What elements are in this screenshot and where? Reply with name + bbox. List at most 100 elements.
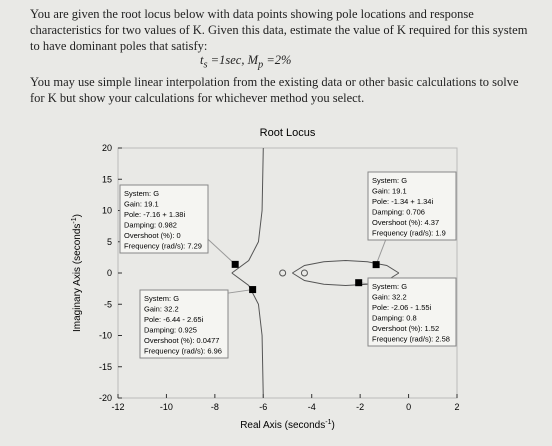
datatip-line: Frequency (rad/s): 6.96: [144, 347, 222, 356]
subscript: s: [203, 59, 208, 71]
datatip-line: Damping: 0.8: [372, 314, 417, 323]
y-tick-label: 0: [107, 268, 112, 278]
datatip-line: System: G: [144, 294, 179, 303]
datatip-label: Pole:: [144, 315, 161, 324]
datatip-value: 0.925: [178, 326, 197, 335]
datatip-label: Frequency (rad/s):: [372, 229, 433, 238]
datatip-line: Pole: -7.16 + 1.38i: [124, 210, 185, 219]
datatip-line: Damping: 0.982: [124, 221, 177, 230]
y-tick-label: -5: [104, 299, 112, 309]
datatip-line: Overshoot (%): 1.52: [372, 324, 439, 333]
datatip-value: 0.706: [406, 208, 425, 217]
x-tick-label: -10: [160, 402, 173, 412]
datatip-label: Overshoot (%):: [372, 218, 422, 227]
datatip-label: Gain:: [124, 200, 142, 209]
datatip-marker: [372, 261, 380, 269]
locus-branch: [292, 259, 400, 274]
symbol: M: [247, 53, 258, 67]
datatip-line: Frequency (rad/s): 1.9: [372, 229, 446, 238]
datatip-value: -7.16 + 1.38i: [143, 210, 185, 219]
datatip-value: 0.8: [406, 314, 416, 323]
datatip-line: Overshoot (%): 0: [124, 231, 181, 240]
label-text: Real Axis (seconds: [240, 420, 325, 431]
datatip-label: Overshoot (%):: [144, 336, 194, 345]
datatip-value: G: [173, 294, 179, 303]
datatip-line: Damping: 0.925: [144, 326, 197, 335]
datatip-value: -2.06 - 1.55i: [391, 303, 431, 312]
datatip-line: Frequency (rad/s): 2.58: [372, 335, 450, 344]
y-tick-label: 20: [102, 143, 112, 153]
datatip-label: Pole:: [124, 210, 141, 219]
spec-item: ts =1sec,: [200, 53, 245, 71]
instruction-text: You may use simple linear interpolation …: [30, 75, 519, 105]
x-tick-label: -12: [111, 402, 124, 412]
datatip-line: System: G: [124, 189, 159, 198]
datatip-value: 0.0477: [197, 336, 220, 345]
datatip-value: -1.34 + 1.34i: [391, 197, 433, 206]
datatip-label: Pole:: [372, 303, 389, 312]
datatip-value: 19.1: [392, 187, 407, 196]
value: =1sec,: [210, 53, 245, 67]
label-sup: -1: [325, 419, 331, 426]
datatip-label: Damping:: [372, 208, 404, 217]
datatip-line: Pole: -6.44 - 2.65i: [144, 315, 204, 324]
x-tick-label: -8: [211, 402, 219, 412]
y-tick-label: 15: [102, 174, 112, 184]
datatip-box: [139, 289, 229, 359]
datatip-line: System: G: [372, 282, 407, 291]
x-tick-label: 0: [406, 402, 411, 412]
datatip-label: System:: [372, 282, 399, 291]
label-sup: -1: [71, 217, 78, 223]
datatip-line: Damping: 0.706: [372, 208, 425, 217]
locus-branch: [231, 272, 264, 399]
datatip-line: Gain: 19.1: [124, 200, 159, 209]
subscript: p: [258, 59, 264, 71]
symbol: t: [200, 53, 204, 67]
locus-branch: [231, 147, 264, 274]
datatip-value: 6.96: [207, 347, 222, 356]
datatip-value: 1.9: [435, 229, 445, 238]
datatip-value: 0: [177, 231, 181, 240]
datatip-label: System:: [144, 294, 171, 303]
datatip-label: System:: [124, 189, 151, 198]
datatip-value: G: [401, 282, 407, 291]
datatip-marker: [249, 286, 257, 294]
datatip-line: Frequency (rad/s): 7.29: [124, 242, 202, 251]
datatip-label: Frequency (rad/s):: [144, 347, 205, 356]
y-tick-label: -10: [99, 331, 112, 341]
datatip-box: [119, 184, 209, 254]
question-text: You are given the root locus below with …: [30, 7, 528, 53]
label-text: Imaginary Axis (seconds: [72, 224, 83, 332]
datatip-value: 7.29: [187, 242, 202, 251]
datatip-value: 4.37: [425, 218, 440, 227]
datatip-line: Gain: 32.2: [144, 305, 179, 314]
chart-title: Root Locus: [260, 127, 316, 139]
datatip-line: Gain: 32.2: [372, 293, 407, 302]
datatip-value: -6.44 - 2.65i: [163, 315, 203, 324]
datatip-box: [367, 277, 457, 347]
datatip-value: 32.2: [392, 293, 407, 302]
y-tick-label: 10: [102, 206, 112, 216]
datatip-label: Pole:: [372, 197, 389, 206]
datatip-label: Frequency (rad/s):: [124, 242, 185, 251]
datatip-line: Pole: -2.06 - 1.55i: [372, 303, 432, 312]
datatip-line: Overshoot (%): 4.37: [372, 218, 439, 227]
datatip-label: Frequency (rad/s):: [372, 335, 433, 344]
datatip-line: Overshoot (%): 0.0477: [144, 336, 219, 345]
datatip-line: Gain: 19.1: [372, 187, 407, 196]
y-tick-label: 5: [107, 237, 112, 247]
label-close: ): [72, 214, 83, 217]
x-tick-label: 2: [454, 402, 459, 412]
datatip-label: Damping:: [144, 326, 176, 335]
y-tick-label: -20: [99, 393, 112, 403]
spec-item: Mp =2%: [247, 53, 292, 71]
datatip-label: Overshoot (%):: [124, 231, 174, 240]
datatip-marker: [355, 279, 363, 287]
datatip-marker: [231, 260, 239, 268]
datatip-value: 2.58: [435, 335, 450, 344]
datatip-value: 0.982: [158, 221, 177, 230]
value: =2%: [266, 53, 292, 67]
y-axis-label: Imaginary Axis (seconds-1): [71, 214, 83, 332]
datatip-value: 32.2: [164, 305, 179, 314]
datatip-label: Damping:: [372, 314, 404, 323]
